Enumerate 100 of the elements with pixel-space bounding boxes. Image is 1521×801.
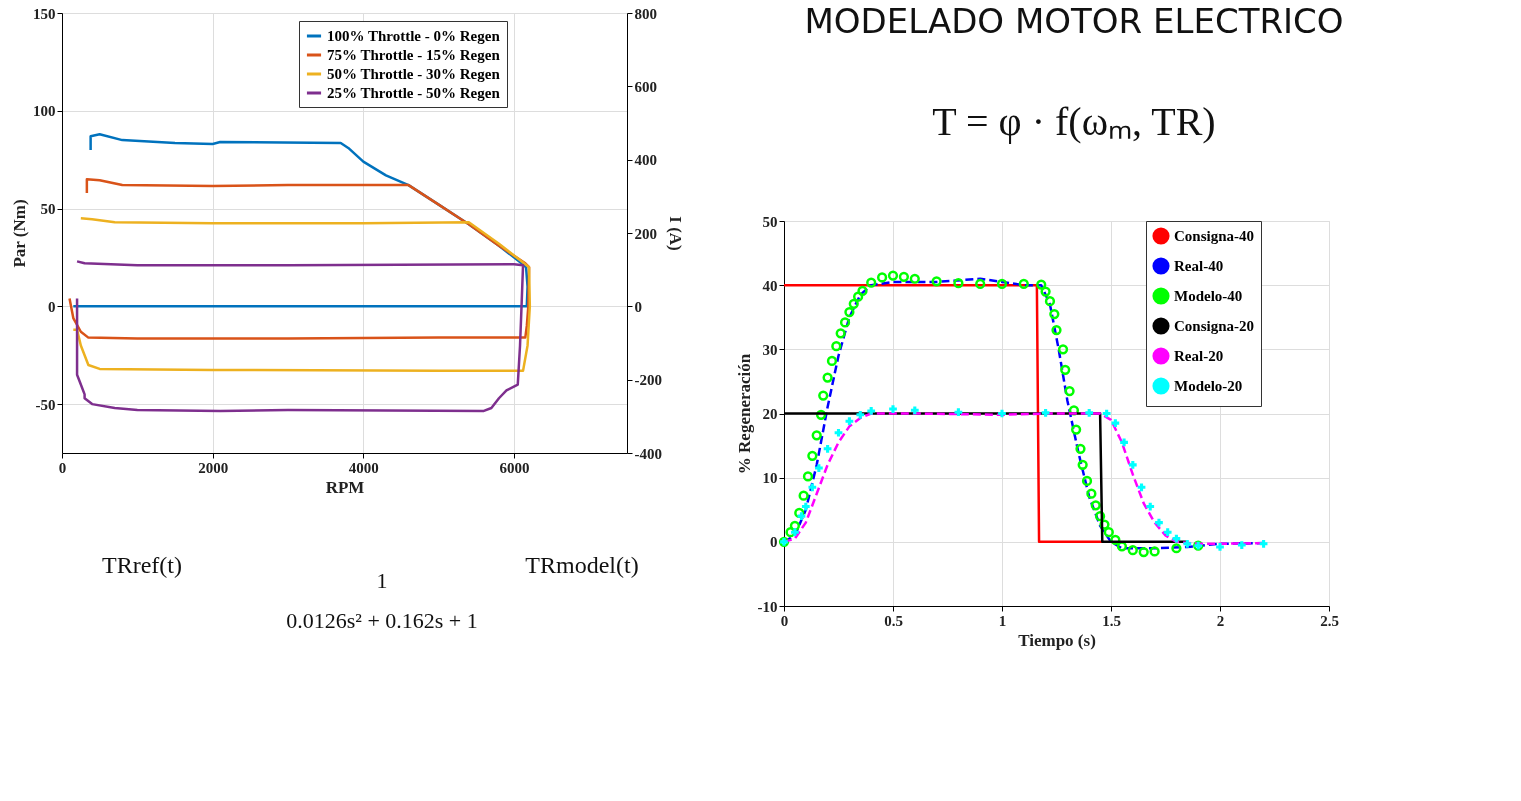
line-series [75,260,525,413]
y-tick-label: 30 [762,341,778,358]
y2-tick-label: -400 [634,445,662,462]
point [1155,518,1163,527]
point [823,444,832,453]
point [789,520,801,531]
legend-label: 50% Throttle - 30% Regen [327,66,501,82]
point [1259,539,1268,548]
point [867,407,876,415]
point [831,341,842,352]
point [845,417,854,426]
point [1049,308,1060,320]
point [826,355,838,366]
point [822,372,833,383]
point [1060,364,1071,375]
point [1086,488,1097,499]
point [910,406,919,415]
x-tick-label: 2 [1216,612,1225,629]
point [953,278,964,289]
point [802,471,814,482]
point [1081,475,1093,486]
point [1018,278,1029,289]
y-tick-label: -10 [757,598,778,615]
line-series [68,177,531,340]
point [1120,438,1128,447]
point [889,405,897,413]
legend-label: Consigna-40 [1174,228,1255,244]
text: 1 [376,568,388,593]
point [844,307,855,318]
point [876,272,888,283]
point [1051,324,1062,336]
point [898,271,910,282]
point [853,291,864,302]
point [866,277,877,288]
point [931,276,942,287]
point [801,502,810,511]
point [815,464,823,472]
y-tick-label: 100 [33,103,56,120]
point [857,285,868,297]
x-tick-label: 4000 [348,459,379,476]
x-tick-label: 6000 [499,459,530,476]
x-tick-label: 0 [58,459,67,476]
legend-label: Modelo-40 [1174,288,1243,304]
point [998,409,1006,418]
point [1216,543,1224,551]
y-tick-label: 150 [33,5,56,22]
x-tick-label: 0.5 [884,612,903,629]
x-tick-label: 1.5 [1102,612,1121,629]
y-tick-label: 0 [770,534,778,551]
y2-tick-label: -200 [634,372,662,389]
point [1077,459,1088,470]
point [839,317,851,328]
point [1149,546,1160,557]
x-tick-label: 1 [998,612,1007,629]
y-tick-label: 40 [762,277,778,294]
point [1064,385,1075,397]
y-tick-label: 0 [48,298,56,315]
x-axis-title: RPM [325,477,365,497]
y2-tick-label: 600 [634,78,657,95]
point [1085,408,1094,417]
point [887,270,899,281]
point [794,507,805,519]
point [1127,545,1138,556]
point [856,410,865,419]
point [1103,527,1114,538]
legend-label: Consigna-20 [1174,318,1255,334]
point [835,328,846,339]
text: 0.0126s² + 0.162s + 1 [286,608,478,633]
point [1183,539,1192,548]
point [1111,419,1120,427]
legend-label: 25% Throttle - 50% Regen [327,85,501,101]
legend-label: 100% Throttle - 0% Regen [327,28,501,44]
legend-label: Real-40 [1174,258,1224,274]
chart-title: MODELADO MOTOR ELECTRICO [804,1,1344,41]
point [1146,502,1155,511]
y-tick-label: 10 [762,470,778,487]
point [791,528,799,537]
text: T = φ · f(ωₘ, TR) [932,99,1216,144]
point [975,278,986,289]
legend-label: 75% Throttle - 15% Regen [327,47,501,63]
point [1071,424,1082,435]
point [1036,279,1047,290]
y-tick-label: 50 [40,201,56,218]
legend-label: Modelo-20 [1174,378,1243,394]
point [818,390,829,401]
x-tick-label: 2000 [198,459,229,476]
y2-tick-label: 0 [634,298,642,315]
point [1137,483,1146,492]
y2-tick-label: 200 [634,225,657,242]
y2-axis-title: I (A) [666,216,685,251]
y-axis-title: Par (Nm) [10,199,29,268]
point [1237,541,1246,549]
point [909,273,920,284]
point [1171,543,1182,554]
point [996,278,1008,289]
point [1102,409,1111,418]
point [808,483,817,492]
point [1075,443,1086,454]
point [1057,344,1069,355]
point [1090,500,1101,511]
